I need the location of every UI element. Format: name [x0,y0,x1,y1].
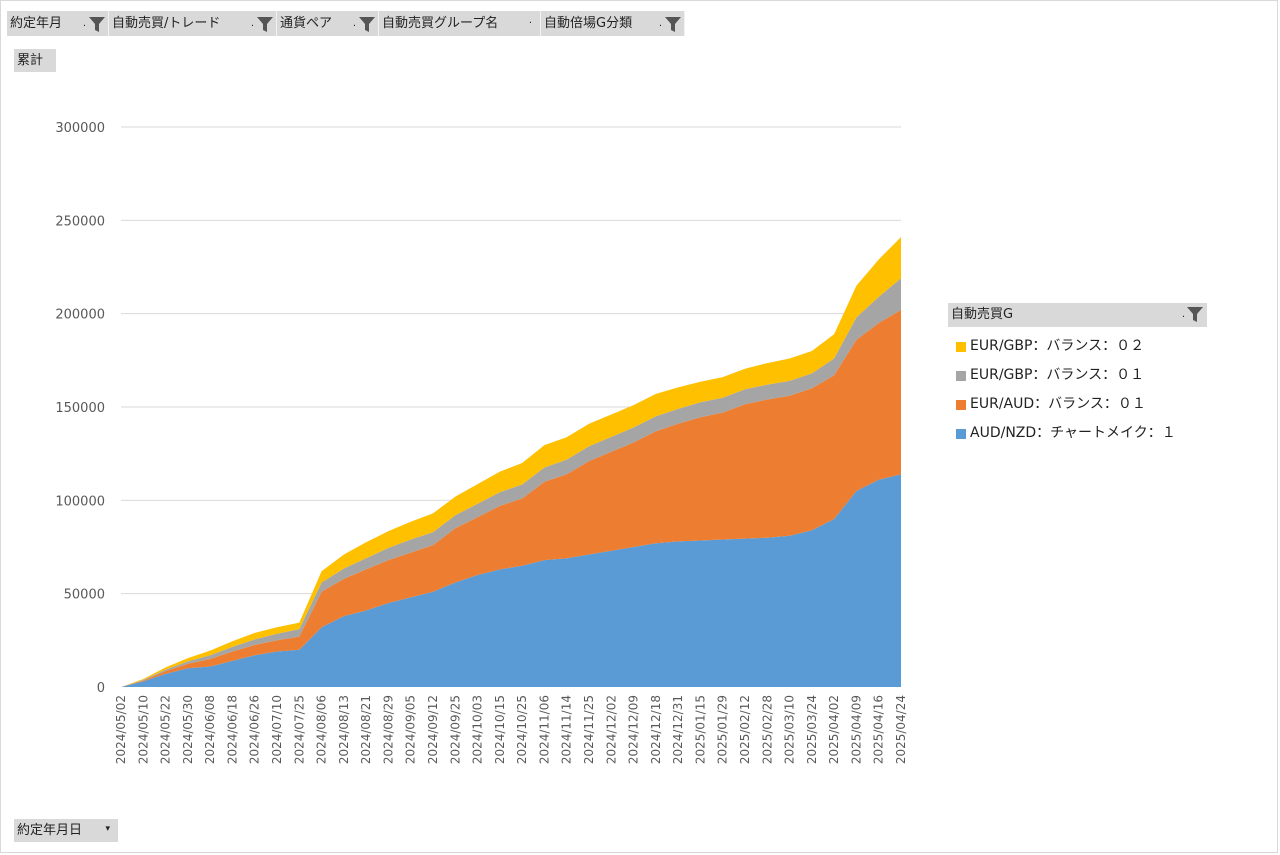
x-tick-label: 2025/04/09 [849,695,863,764]
filter-label: 通貨ペア [280,16,333,31]
dropdown-icon: ▾ [105,824,110,834]
area-series [121,237,901,687]
x-tick-label: 2024/12/02 [604,695,618,764]
x-tick-label: 2025/03/10 [783,695,797,764]
x-tick-label: 2024/05/02 [114,695,128,764]
legend-filter-button[interactable]: 自動売買G . [948,303,1207,327]
x-tick-label: 2024/12/09 [627,695,641,764]
legend: 自動売買G . EUR/GBP：バランス：０２ EUR/GBP：バランス：０１ … [948,303,1207,448]
axis-field-button[interactable]: 約定年月日 ▾ [14,819,118,842]
y-tick-label: 150000 [55,401,105,416]
x-tick-label: 2024/05/22 [159,695,173,764]
filter-button-currency-pair[interactable]: 通貨ペア . [277,11,379,36]
dropdown-icon: · [528,18,532,29]
x-tick-label: 2024/08/29 [381,695,395,764]
filter-icon [1187,307,1203,331]
y-tick-label: 250000 [55,214,105,229]
filter-icon [257,16,273,41]
y-tick-label: 300000 [55,121,105,136]
area-series [121,474,901,687]
legend-title: 自動売買G [951,307,1014,322]
legend-swatch [956,429,966,439]
x-tick-label: 2024/11/06 [537,695,551,764]
x-tick-label: 2025/04/24 [894,695,908,764]
filter-button-auto-trade[interactable]: 自動売買/トレード . [109,11,277,36]
x-tick-label: 2025/04/16 [872,695,886,764]
y-axis-ticks: 0 50000 100000 150000 200000 250000 300000 [55,121,105,696]
x-tick-label: 2024/08/06 [315,695,329,764]
legend-swatch [956,400,966,410]
x-tick-label: 2024/05/10 [136,695,150,764]
filter-button-trade-month[interactable]: 約定年月 . [7,11,109,36]
x-tick-label: 2025/02/28 [760,695,774,764]
x-tick-label: 2025/04/02 [827,695,841,764]
filter-button-category[interactable]: 自動倍場G分類 . [541,11,685,36]
x-tick-label: 2024/08/21 [359,695,373,764]
legend-item[interactable]: EUR/GBP：バランス：０１ [948,361,1207,390]
x-tick-label: 2024/06/08 [203,695,217,764]
filter-icon [89,16,105,41]
x-tick-label: 2024/09/25 [448,695,462,764]
x-tick-label: 2025/03/24 [805,695,819,764]
x-tick-label: 2024/09/05 [404,695,418,764]
x-tick-label: 2024/07/10 [270,695,284,764]
y-tick-label: 200000 [55,308,105,323]
x-tick-label: 2025/01/29 [716,695,730,764]
x-tick-label: 2025/01/15 [693,695,707,764]
y-tick-label: 100000 [55,494,105,509]
area-series [121,309,901,687]
filter-icon [359,16,375,41]
x-tick-label: 2024/10/15 [493,695,507,764]
filter-label: 自動売買/トレード [112,16,221,31]
x-tick-label: 2024/11/25 [582,695,596,764]
x-tick-label: 2024/09/12 [426,695,440,764]
y-tick-label: 50000 [64,588,105,603]
legend-swatch [956,342,966,352]
filter-label: 自動売買グループ名 [382,16,499,31]
legend-swatch [956,371,966,381]
filter-label: 自動倍場G分類 [544,16,633,31]
filter-button-group-name[interactable]: 自動売買グループ名 · [379,11,541,36]
x-tick-label: 2024/06/18 [225,695,239,764]
x-tick-label: 2024/07/25 [292,695,306,764]
x-tick-label: 2024/10/25 [515,695,529,764]
x-tick-label: 2024/05/30 [181,695,195,764]
value-field-button[interactable]: 累計 [14,49,56,72]
x-tick-label: 2024/06/26 [248,695,262,764]
x-tick-label: 2024/08/13 [337,695,351,764]
y-tick-label: 0 [97,681,105,696]
legend-item[interactable]: EUR/GBP：バランス：０２ [948,332,1207,361]
x-tick-label: 2024/11/14 [560,695,574,764]
filter-icon [665,16,681,41]
x-axis-ticks: 2024/05/02 2024/05/10 2024/05/22 2024/05/30… [114,695,908,764]
x-tick-label: 2024/10/03 [471,695,485,764]
x-tick-label: 2024/12/31 [671,695,685,764]
filter-label: 約定年月 [10,16,63,31]
x-tick-label: 2025/02/12 [738,695,752,764]
x-tick-label: 2024/12/18 [649,695,663,764]
legend-item[interactable]: AUD/NZD：チャートメイク：１ [948,419,1207,448]
legend-item[interactable]: EUR/AUD：バランス：０１ [948,390,1207,419]
